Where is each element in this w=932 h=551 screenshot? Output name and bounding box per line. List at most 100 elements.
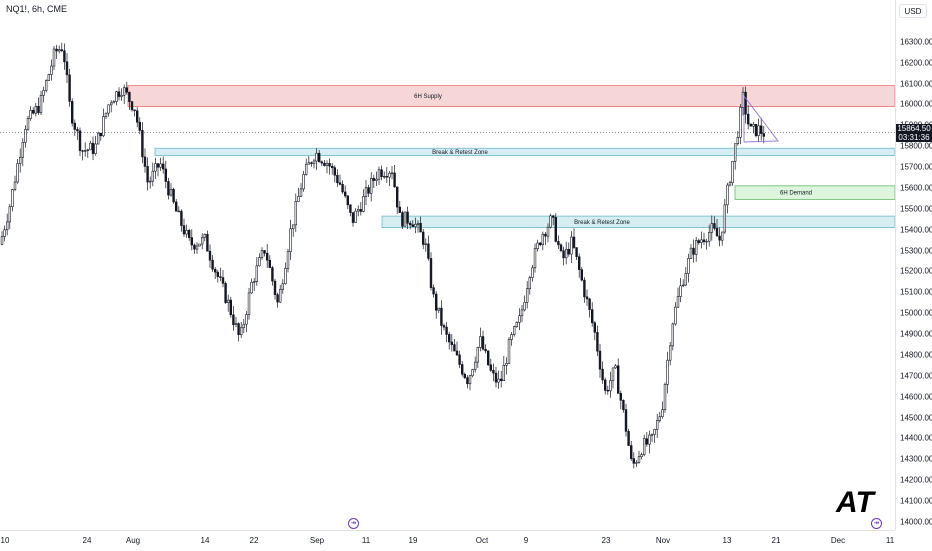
candle-body [505, 363, 508, 366]
candle-body [343, 191, 347, 197]
candle-body [115, 91, 118, 102]
price-tick-label: 14200.00 [900, 475, 932, 485]
currency-selector[interactable]: USD [899, 4, 927, 18]
candle-body [492, 369, 495, 374]
candle-body [489, 364, 492, 371]
candle-body [554, 217, 558, 242]
candle-body [710, 223, 714, 233]
candle-body [395, 186, 399, 208]
candle-body [180, 210, 183, 226]
price-tick-label: 15400.00 [900, 225, 932, 235]
candle-body [359, 209, 362, 212]
candle-body [265, 252, 269, 261]
candle-body [276, 294, 279, 303]
triangle-pattern [743, 94, 779, 143]
candle-body [624, 409, 628, 432]
candle-body [668, 345, 672, 361]
candle-body [65, 61, 69, 76]
time-tick-label: 22 [249, 536, 259, 545]
price-tick-label: 15700.00 [900, 162, 932, 172]
candle-body [585, 296, 589, 300]
price-tick-label: 14300.00 [900, 454, 932, 464]
candle-body [650, 434, 654, 436]
candle-body [593, 322, 597, 333]
candle-body [518, 315, 521, 323]
candle-body [510, 334, 513, 340]
candle-body [429, 258, 433, 288]
candle-body [47, 74, 51, 81]
candle-body [458, 354, 461, 365]
candle-body [739, 107, 742, 138]
candle-body [268, 259, 271, 268]
chart-svg[interactable]: 6H Supply Break & Retest Zone 6H Demand Bre… [0, 0, 895, 530]
candle-body [5, 221, 9, 231]
candle-body [507, 339, 511, 364]
candle-body [172, 189, 175, 203]
candle-body [479, 336, 482, 348]
candle-body [310, 162, 313, 164]
symbol-title[interactable]: NQ1!, 6h, CME [6, 4, 68, 14]
candle-body [94, 143, 97, 154]
candle-body [635, 462, 638, 464]
candle-body [86, 149, 90, 151]
candle-body [549, 215, 552, 228]
candle-body [440, 307, 443, 326]
candle-body [531, 267, 534, 278]
candle-body [453, 344, 456, 352]
candle-body [3, 229, 6, 237]
candle-body [188, 229, 191, 238]
price-tick-label: 14100.00 [900, 496, 932, 506]
candle-body [720, 231, 724, 241]
candle-body [658, 416, 662, 421]
candle-body [364, 187, 368, 197]
time-tick-label: 9 [523, 536, 529, 545]
candle-body [455, 350, 459, 356]
candle-body [637, 456, 641, 463]
candle-body [190, 237, 193, 246]
bar-countdown: 03:31:36 [898, 132, 930, 142]
zone-rect [381, 215, 895, 228]
candle-body [18, 156, 22, 164]
candle-body [494, 372, 498, 383]
candle-body [528, 277, 532, 290]
candle-body [260, 250, 264, 258]
candle-body [645, 438, 649, 445]
candle-body [367, 187, 370, 194]
candle-body [214, 268, 217, 273]
go-to-realtime-icon[interactable]: ↠ [348, 518, 359, 529]
candle-body [317, 152, 321, 163]
candle-body [705, 240, 708, 243]
candle-body [333, 167, 336, 176]
candle-body [78, 130, 82, 151]
candle-body [736, 137, 740, 145]
candle-body [250, 281, 253, 294]
candle-body [427, 243, 430, 259]
price-tick-label: 16000.00 [900, 99, 932, 109]
price-axis[interactable] [895, 0, 932, 530]
price-tick-label: 15300.00 [900, 246, 932, 256]
candle-body [728, 182, 732, 186]
candle-body [369, 178, 373, 194]
candle-body [138, 121, 141, 131]
candle-body [104, 112, 108, 117]
candle-body [434, 293, 438, 311]
candle-body [687, 258, 690, 274]
scroll-to-latest-icon[interactable]: ↠ [871, 518, 882, 529]
candle-body [211, 259, 214, 270]
candle-body [679, 285, 682, 297]
candle-body [13, 181, 17, 190]
candle-body [559, 244, 563, 251]
candle-body [596, 332, 599, 352]
candle-body [24, 128, 27, 143]
candle-body [697, 240, 701, 243]
price-tick-label: 14500.00 [900, 413, 932, 423]
candle-body [73, 122, 77, 130]
candle-body [450, 341, 453, 345]
time-axis[interactable] [0, 530, 895, 551]
time-tick-label: Sep [309, 536, 325, 545]
candle-body [177, 210, 180, 213]
price-tick-label: 14600.00 [900, 392, 932, 402]
chart-area[interactable]: 6H Supply Break & Retest Zone 6H Demand Bre… [0, 0, 895, 530]
candle-body [536, 242, 539, 249]
candle-body [544, 233, 547, 237]
